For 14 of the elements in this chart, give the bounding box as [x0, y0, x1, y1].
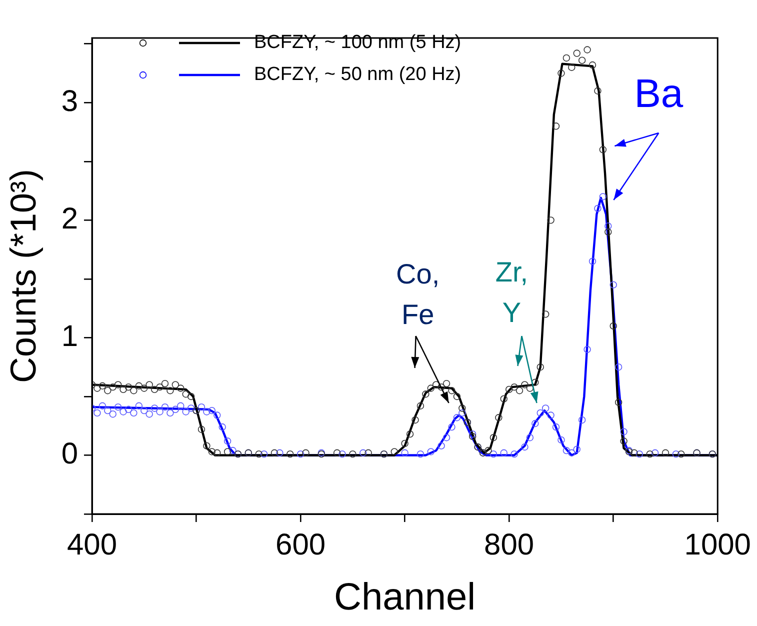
x-tick-label: 800: [484, 528, 534, 562]
x-tick-label: 600: [276, 528, 326, 562]
legend-label: BCFZY, ~ 50 nm (20 Hz): [254, 64, 462, 86]
x-tick-label: 400: [66, 528, 118, 562]
y-tick-label: 0: [61, 438, 78, 470]
y-tick-label: 1: [61, 320, 78, 353]
x-tick-label: 1000: [684, 528, 752, 562]
y-tick-label: 2: [61, 202, 78, 236]
y-tick-label: 3: [61, 84, 78, 118]
x-axis-title: Channel: [334, 576, 476, 619]
annotation: Zr, Y: [495, 256, 528, 328]
annotation: Ba: [634, 72, 684, 116]
annotation: Co, Fe: [396, 258, 440, 330]
y-axis-title: Counts (*10³): [2, 168, 44, 384]
